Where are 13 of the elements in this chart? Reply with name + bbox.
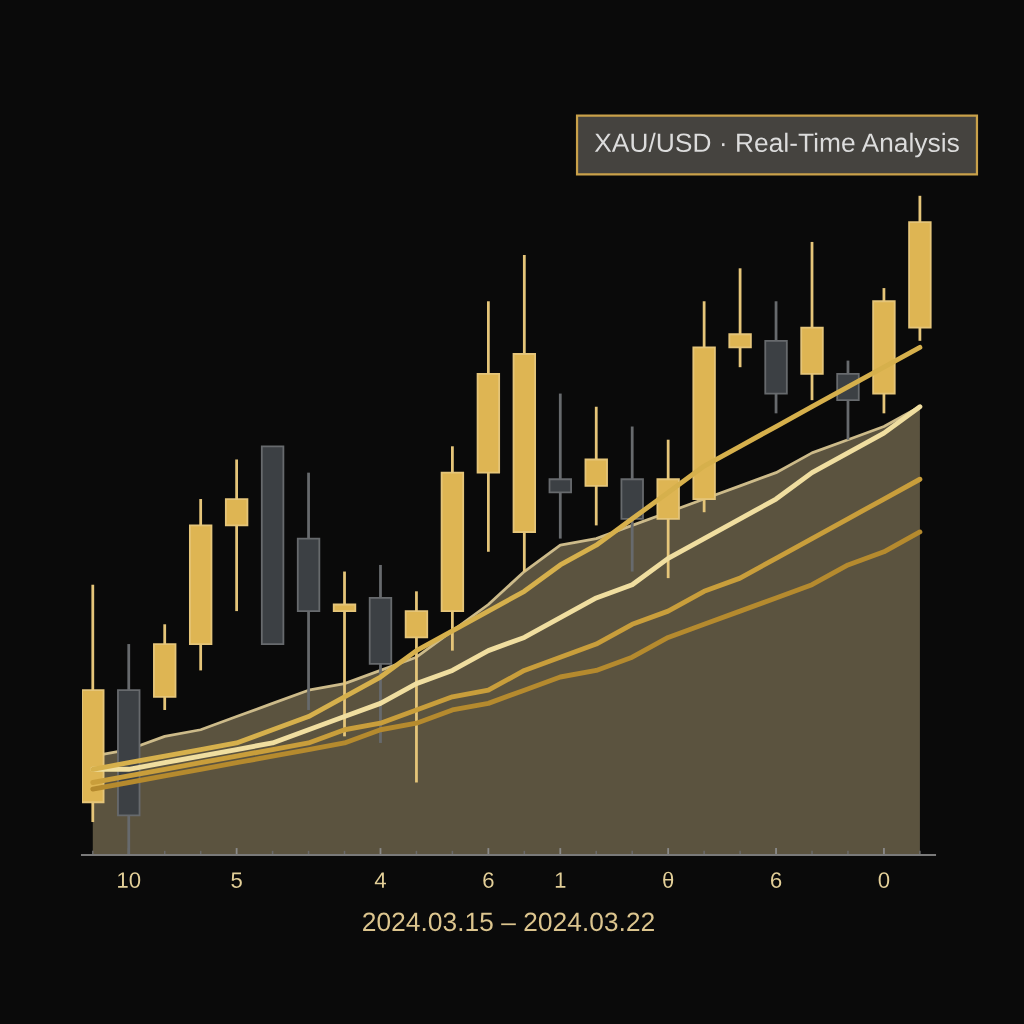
x-tick-label: 0 [878,872,890,888]
chart-title: XAU/USD · Real-Time Analysis [594,132,959,158]
x-tick-label: 6 [483,872,494,888]
candlestick [332,570,357,738]
x-tick-label: 6 [771,872,782,888]
x-tick-label: 1 [555,872,566,888]
candlestick [728,266,752,369]
candlestick [548,392,572,540]
x-tick-label: 10 [118,872,141,888]
x-axis-title: 2024.03.15 – 2024.03.22 [363,912,654,932]
x-tick-label: 5 [231,872,242,888]
x-tick-label: θ [663,871,674,888]
x-tick-label: 4 [374,872,387,888]
